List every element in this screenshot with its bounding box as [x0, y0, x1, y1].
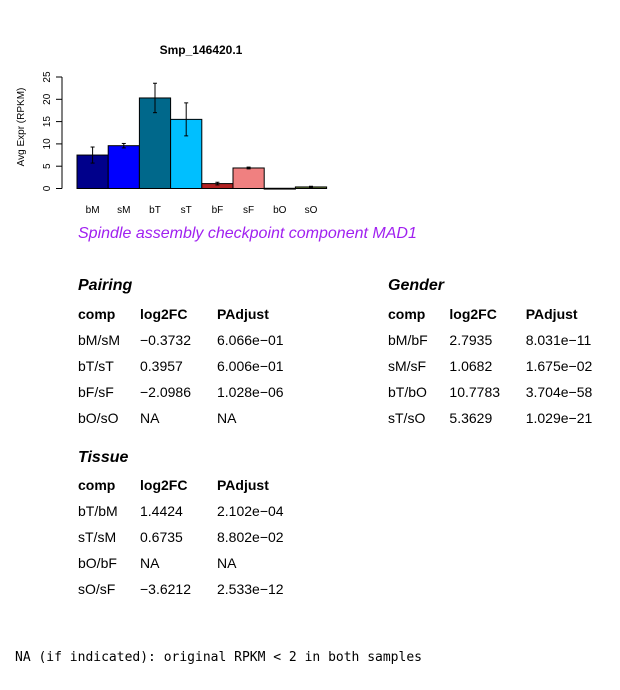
- gender-table: comp log2FC PAdjust bM/bF 2.7935 8.031e−…: [388, 301, 620, 431]
- cell-comp: bO/sO: [78, 410, 119, 426]
- table-row: bM/bF 2.7935 8.031e−11: [388, 327, 620, 353]
- bar-sM: [107, 145, 140, 190]
- pairing-table: comp log2FC PAdjust bM/sM −0.3732 6.066e…: [78, 301, 312, 431]
- table-row: bM/sM −0.3732 6.066e−01: [78, 327, 312, 353]
- y-tick-label: 15: [42, 116, 53, 128]
- header-comp: comp: [78, 477, 116, 493]
- y-tick-label: 25: [42, 71, 53, 83]
- table-header-row: comp log2FC PAdjust: [78, 301, 312, 327]
- error-bars-group: [90, 82, 313, 189]
- header-log2fc: log2FC: [140, 306, 188, 322]
- table-header-row: comp log2FC PAdjust: [388, 301, 620, 327]
- y-tick-label: 20: [42, 93, 53, 105]
- cell-log2fc: 0.3957: [140, 358, 183, 374]
- header-padjust: PAdjust: [217, 306, 269, 322]
- tissue-table: comp log2FC PAdjust bT/bM 1.4424 2.102e−…: [78, 472, 312, 602]
- cell-log2fc: 1.0682: [449, 358, 493, 374]
- x-tick-labels: bM sM bT sT bF sF bO sO: [86, 205, 318, 216]
- cell-comp: bT/bM: [78, 503, 118, 519]
- cell-padjust: 8.802e−02: [217, 529, 284, 545]
- cell-log2fc: 0.6735: [140, 529, 183, 545]
- table-row: bO/sO NA NA: [78, 405, 312, 431]
- cell-log2fc: −2.0986: [140, 384, 191, 400]
- x-tick-label-sO: sO: [305, 205, 318, 216]
- cell-log2fc: 2.7935: [449, 332, 493, 348]
- cell-padjust: 2.533e−12: [217, 581, 284, 597]
- cell-log2fc: −3.6212: [140, 581, 191, 597]
- cell-padjust: 8.031e−11: [525, 332, 592, 348]
- header-log2fc: log2FC: [140, 477, 188, 493]
- cell-comp: bT/sT: [78, 358, 114, 374]
- tissue-title: Tissue: [78, 449, 129, 466]
- header-padjust: PAdjust: [525, 306, 578, 322]
- table-row: bF/sF −2.0986 1.028e−06: [78, 379, 312, 405]
- bar-sF: [232, 167, 265, 189]
- table-row: sO/sF −3.6212 2.533e−12: [78, 576, 312, 602]
- cell-comp: bM/bF: [388, 332, 428, 348]
- cell-log2fc: NA: [140, 410, 160, 426]
- x-tick-label-sM: sM: [117, 205, 130, 216]
- cell-padjust: NA: [217, 410, 237, 426]
- cell-padjust: 6.066e−01: [217, 332, 284, 348]
- x-tick-label-sT: sT: [181, 205, 192, 216]
- cell-log2fc: 10.7783: [449, 384, 501, 400]
- bar-chart: Smp_146420.1 Avg Expr (RPKM) 0510152025 …: [16, 43, 328, 216]
- table-row: bT/bO 10.7783 3.704e−58: [388, 379, 620, 405]
- header-padjust: PAdjust: [217, 477, 269, 493]
- cell-padjust: 2.102e−04: [217, 503, 284, 519]
- cell-padjust: 1.028e−06: [217, 384, 284, 400]
- header-comp: comp: [78, 306, 116, 322]
- x-tick-label-bO: bO: [273, 205, 287, 216]
- chart-title: Smp_146420.1: [160, 43, 243, 57]
- table-row: sT/sO 5.3629 1.029e−21: [388, 405, 620, 431]
- cell-comp: bT/bO: [388, 384, 427, 400]
- cell-padjust: NA: [217, 555, 237, 571]
- table-row: bO/bF NA NA: [78, 550, 312, 576]
- cell-comp: sM/sF: [388, 358, 427, 374]
- table-header-row: comp log2FC PAdjust: [78, 472, 312, 498]
- cell-comp: bM/sM: [78, 332, 120, 348]
- y-axis-label: Avg Expr (RPKM): [16, 88, 27, 167]
- cell-padjust: 1.029e−21: [525, 410, 593, 426]
- cell-comp: sT/sM: [78, 529, 117, 545]
- table-row: bT/sT 0.3957 6.006e−01: [78, 353, 312, 379]
- cell-comp: bO/bF: [78, 555, 117, 571]
- header-log2fc: log2FC: [449, 306, 497, 322]
- x-tick-label-bF: bF: [212, 205, 224, 216]
- bar-bO: [263, 187, 296, 190]
- header-comp: comp: [388, 306, 426, 322]
- cell-log2fc: 5.3629: [449, 410, 493, 426]
- table-row: sT/sM 0.6735 8.802e−02: [78, 524, 312, 550]
- y-tick-label: 10: [42, 138, 53, 150]
- cell-comp: sO/sF: [78, 581, 116, 597]
- table-row: bT/bM 1.4424 2.102e−04: [78, 498, 312, 524]
- x-tick-label-bM: bM: [86, 205, 100, 216]
- pairing-title: Pairing: [78, 277, 133, 294]
- gene-description: Spindle assembly checkpoint component MA…: [78, 225, 417, 242]
- table-row: sM/sF 1.0682 1.675e−02: [388, 353, 620, 379]
- cell-padjust: 6.006e−01: [217, 358, 284, 374]
- y-tick-label: 0: [42, 185, 53, 191]
- bars-group: [76, 97, 328, 190]
- cell-log2fc: −0.3732: [140, 332, 191, 348]
- y-tick-label: 5: [42, 163, 53, 169]
- gender-title: Gender: [388, 277, 445, 294]
- y-axis: 0 5 10 15 20 25: [42, 71, 63, 191]
- footnote: NA (if indicated): original RPKM < 2 in …: [15, 650, 422, 665]
- cell-log2fc: NA: [140, 555, 160, 571]
- cell-comp: sT/sO: [388, 410, 426, 426]
- cell-padjust: 1.675e−02: [525, 358, 593, 374]
- cell-log2fc: 1.4424: [140, 503, 183, 519]
- cell-comp: bF/sF: [78, 384, 114, 400]
- x-tick-label-bT: bT: [149, 205, 161, 216]
- x-tick-label-sF: sF: [243, 205, 254, 216]
- cell-padjust: 3.704e−58: [525, 384, 593, 400]
